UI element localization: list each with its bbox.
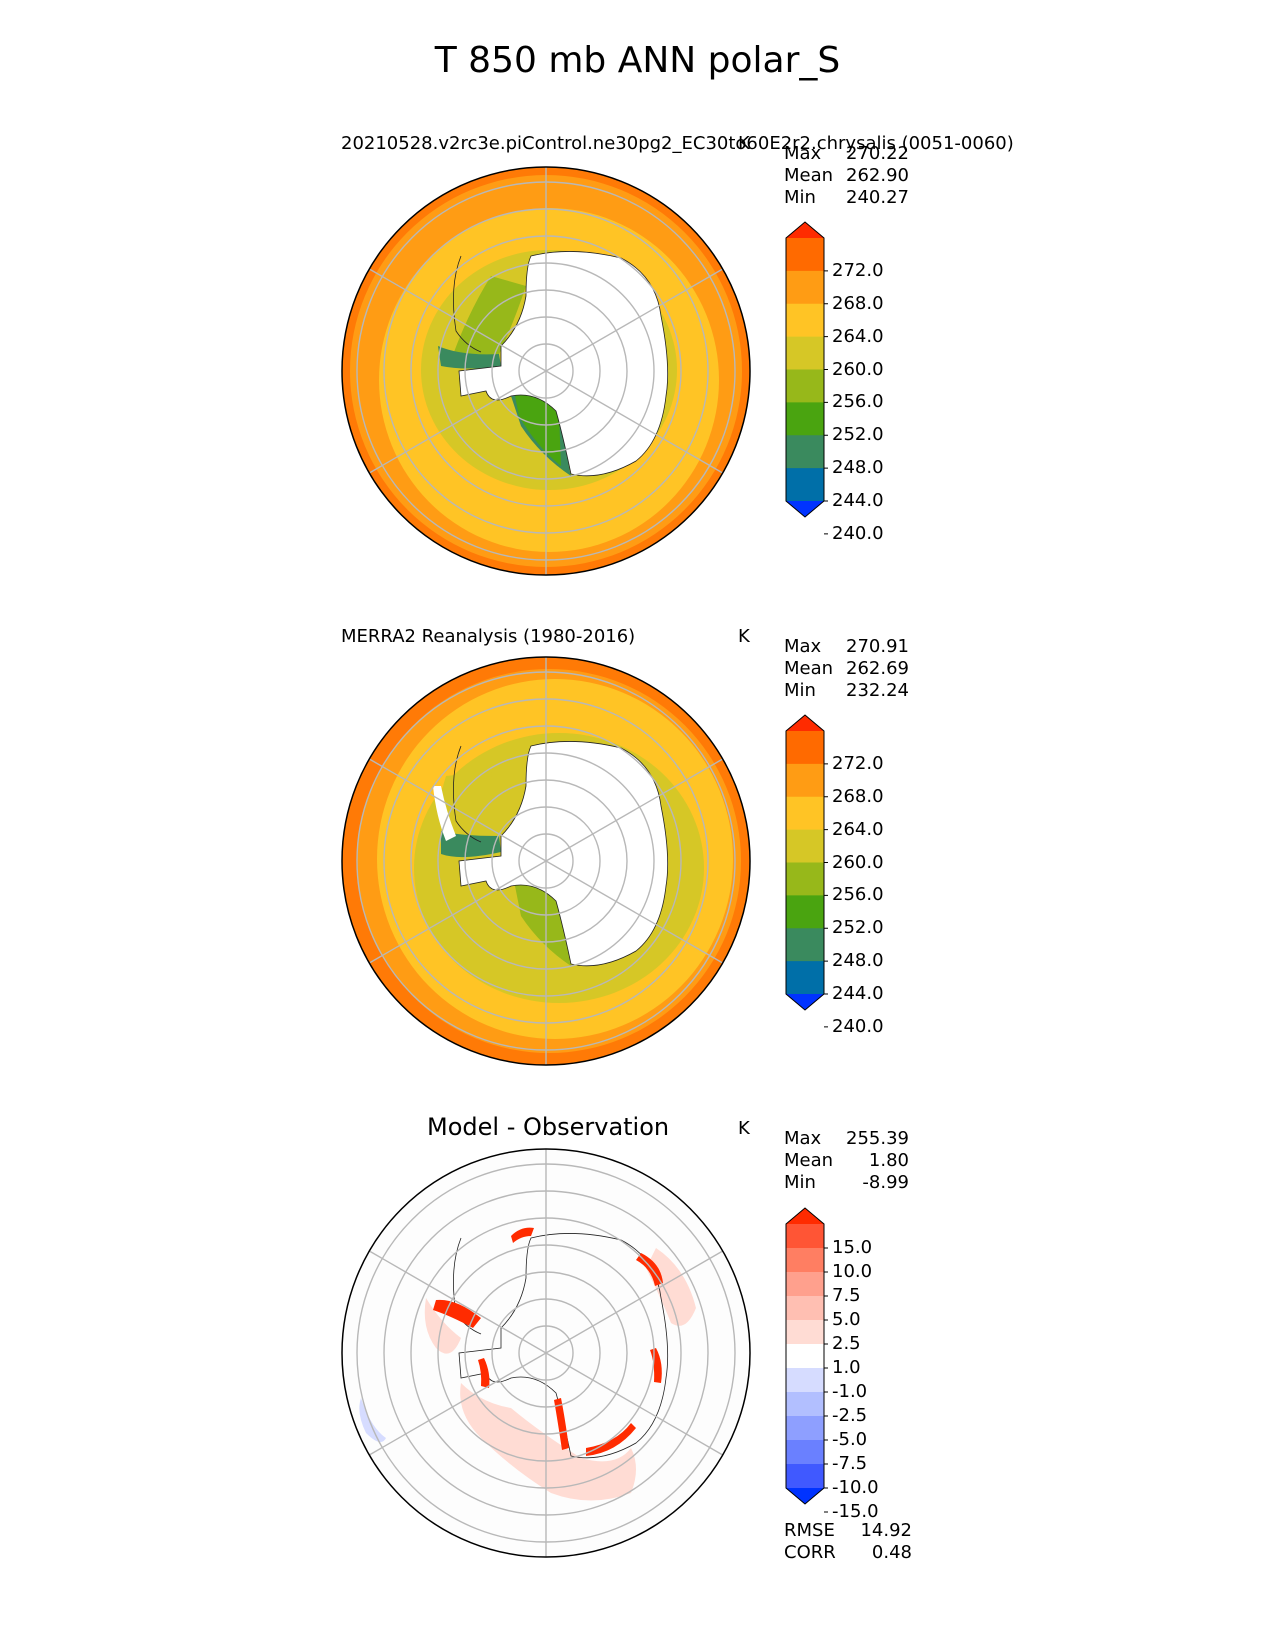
colorbar-band [786,402,824,436]
colorbar-band [786,1416,824,1441]
colorbar-band [786,1320,824,1345]
polar-map-reference [341,656,751,1066]
colorbar-extend-top [786,1208,824,1224]
colorbar-band [786,1464,824,1489]
colorbar-band [786,238,824,272]
colorbar-tick-label: 7.5 [832,1285,861,1306]
colorbar-tick-label: 264.0 [832,818,884,840]
colorbar-tick-label: 256.0 [832,884,884,906]
colorbar-band [786,336,824,370]
colorbar-band [786,731,824,765]
colorbar-band [786,862,824,896]
colorbar-band [786,369,824,403]
colorbar-band [786,1248,824,1273]
colorbar-tick-label: 272.0 [832,752,884,774]
polar-map-diff [341,1148,751,1558]
stat-min-diff: Min -8.99 [784,1172,909,1193]
metric-rmse: RMSE 14.92 [784,1520,912,1541]
colorbar-tick-label: -7.5 [832,1453,868,1474]
colorbar-band [786,270,824,305]
stat-min-reference: Min 232.24 [784,680,909,701]
colorbar-tick-label: 248.0 [832,950,884,972]
polar-map-test [341,166,751,576]
colorbar-band [786,1296,824,1321]
colorbar-tick-label: 10.0 [832,1261,873,1282]
colorbar-band [786,763,824,798]
colorbar-band [786,1368,824,1393]
colorbar-tick-label: 272.0 [832,259,884,281]
stat-max-test: Max 270.22 [784,143,909,164]
stat-mean-reference: Mean 262.69 [784,658,909,679]
colorbar-tick-label: -15.0 [832,1501,879,1522]
colorbar-extend-top [786,222,824,238]
colorbar-tick-label: -10.0 [832,1477,879,1498]
colorbar-extend-bottom [786,994,824,1010]
colorbar-tick-label: 244.0 [832,983,884,1004]
panel-title-reference: MERRA2 Reanalysis (1980-2016) [341,626,636,647]
colorbar-tick-label: 240.0 [832,1015,884,1037]
colorbar-band [786,829,824,863]
metric-corr: CORR 0.48 [784,1542,912,1563]
stat-min-test: Min 240.27 [784,187,909,208]
panel-title-test: 20210528.v2rc3e.piControl.ne30pg2_EC30to… [341,133,1014,154]
colorbar-band [786,928,824,962]
colorbar-tick-label: -1.0 [832,1381,868,1402]
stat-mean-diff: Mean 1.80 [784,1150,909,1171]
colorbar-tick-label: 5.0 [832,1309,861,1330]
colorbar-reference [785,714,828,1028]
colorbar-band [786,435,824,469]
unit-label-diff: K [738,1118,750,1139]
colorbar-tick-label: 268.0 [832,785,884,807]
colorbar-tick-label: -5.0 [832,1429,868,1450]
colorbar-band [786,1224,824,1249]
colorbar-tick-label: 264.0 [832,325,884,347]
colorbar-band [786,1440,824,1465]
colorbar-extend-top [786,715,824,731]
colorbar-band [786,895,824,929]
panel-title-diff: Model - Observation [427,1113,670,1141]
colorbar-tick-label: 260.0 [832,358,884,380]
colorbar-diff [785,1207,828,1513]
colorbar-band [786,468,824,502]
stat-mean-test: Mean 262.90 [784,165,909,186]
stat-max-diff: Max 255.39 [784,1128,909,1149]
colorbar-tick-label: 2.5 [832,1333,861,1354]
colorbar-tick-label: 252.0 [832,424,884,446]
colorbar-band [786,961,824,995]
colorbar-tick-label: 244.0 [832,490,884,511]
colorbar-band [786,1272,824,1297]
colorbar-extend-bottom [786,501,824,517]
colorbar-tick-label: 240.0 [832,522,884,544]
colorbar-tick-label: 248.0 [832,457,884,479]
colorbar-tick-label: 268.0 [832,292,884,314]
colorbar-test [785,221,828,535]
stat-max-reference: Max 270.91 [784,636,909,657]
colorbar-tick-label: 1.0 [832,1357,861,1378]
colorbar-band [786,1392,824,1417]
colorbar-band [786,1344,824,1369]
unit-label-reference: K [738,626,750,647]
colorbar-extend-bottom [786,1488,824,1504]
colorbar-tick-label: -2.5 [832,1405,868,1426]
unit-label-test: K [738,133,750,154]
colorbar-tick-label: 15.0 [832,1237,873,1258]
colorbar-tick-label: 256.0 [832,391,884,413]
colorbar-band [786,796,824,831]
colorbar-tick-label: 252.0 [832,917,884,939]
colorbar-band [786,303,824,338]
figure-title: T 850 mb ANN polar_S [434,40,841,81]
colorbar-tick-label: 260.0 [832,851,884,873]
